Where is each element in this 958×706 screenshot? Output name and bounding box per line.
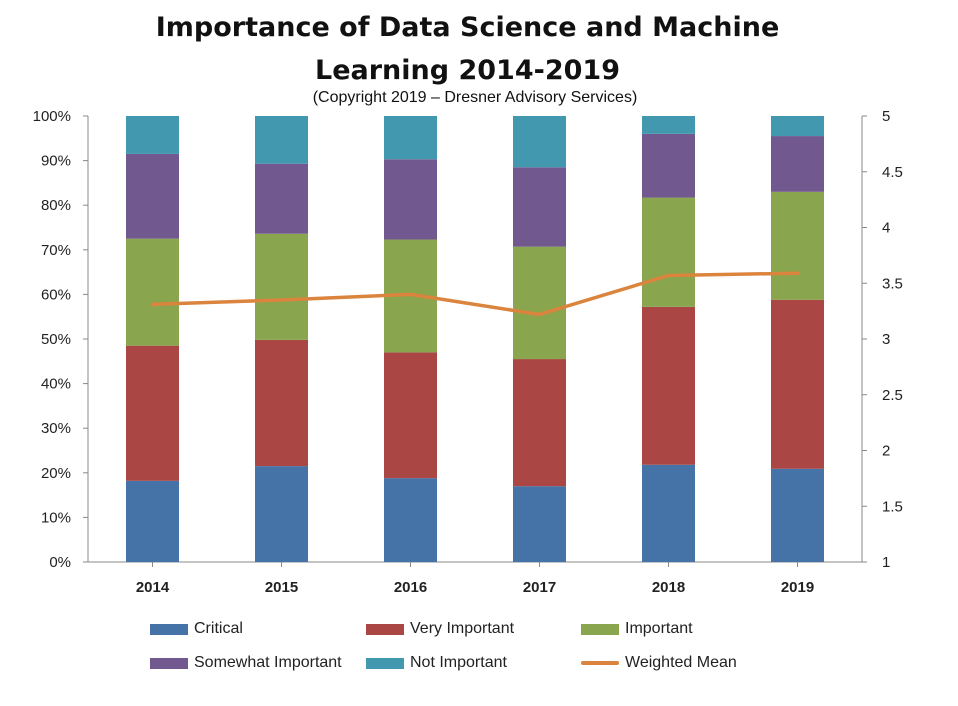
- bar-very-important-2018: [642, 306, 695, 465]
- right-tick-label: 4.5: [882, 164, 903, 181]
- bar-somewhat-important-2015: [255, 163, 308, 234]
- weighted-mean-point: [150, 302, 155, 307]
- bar-important-2017: [513, 246, 566, 360]
- right-tick-label: 3: [882, 331, 890, 348]
- bar-very-important-2017: [513, 359, 566, 487]
- legend-swatch: [150, 657, 188, 669]
- legend-label: Not Important: [410, 654, 507, 671]
- right-tick-label: 1: [882, 554, 890, 571]
- bar-not-important-2014: [126, 116, 179, 154]
- bar-very-important-2016: [384, 352, 437, 479]
- left-tick-label: 80%: [41, 197, 71, 214]
- weighted-mean-line: [150, 271, 800, 317]
- chart-subtitle: (Copyright 2019 – Dresner Advisory Servi…: [312, 89, 638, 106]
- bar-somewhat-important-2019: [771, 136, 824, 192]
- bar-not-important-2018: [642, 116, 695, 134]
- left-tick-label: 10%: [41, 509, 71, 526]
- left-tick-label: 90%: [41, 153, 71, 170]
- legend-item-important: Important: [581, 619, 693, 639]
- weighted-mean-point: [279, 298, 284, 302]
- legend-swatch: [581, 623, 619, 635]
- x-tick-label: 2014: [136, 579, 170, 596]
- bar-critical-2015: [255, 466, 308, 562]
- legend-item-weighted-mean: Weighted Mean: [581, 653, 737, 673]
- bar-critical-2018: [642, 464, 695, 562]
- legend-item-very-important: Very Important: [366, 619, 514, 639]
- weighted-mean-point: [666, 273, 671, 278]
- bar-critical-2017: [513, 486, 566, 562]
- right-tick-label: 3.5: [882, 275, 903, 292]
- x-tick-label: 2015: [265, 579, 298, 596]
- bar-important-2019: [771, 191, 824, 300]
- left-tick-label: 50%: [41, 331, 71, 348]
- bar-very-important-2015: [255, 339, 308, 467]
- left-tick-label: 40%: [41, 376, 71, 393]
- bar-somewhat-important-2016: [384, 159, 437, 240]
- bar-important-2015: [255, 233, 308, 340]
- x-tick-label: 2016: [394, 579, 427, 596]
- bar-very-important-2019: [771, 299, 824, 469]
- bar-critical-2019: [771, 468, 824, 562]
- weighted-mean-point: [537, 312, 542, 317]
- right-tick-label: 5: [882, 108, 890, 125]
- bar-important-2014: [126, 238, 179, 346]
- bar-somewhat-important-2018: [642, 133, 695, 198]
- right-tick-label: 2.5: [882, 387, 903, 404]
- legend-swatch: [581, 661, 619, 665]
- legend-label: Important: [625, 620, 693, 637]
- bar-important-2018: [642, 197, 695, 307]
- bar-somewhat-important-2017: [513, 167, 566, 247]
- bar-somewhat-important-2014: [126, 153, 179, 239]
- legend-item-critical: Critical: [150, 619, 243, 639]
- bar-very-important-2014: [126, 345, 179, 481]
- x-tick-label: 2018: [652, 579, 685, 596]
- x-tick-label: 2017: [523, 579, 556, 596]
- right-tick-label: 1.5: [882, 498, 903, 515]
- bar-not-important-2017: [513, 116, 566, 168]
- legend-label: Weighted Mean: [625, 654, 737, 671]
- chart-title-line-1: Importance of Data Science and Machine: [155, 12, 780, 43]
- left-tick-label: 20%: [41, 465, 71, 482]
- legend-label: Very Important: [410, 620, 515, 637]
- legend-item-not-important: Not Important: [366, 653, 507, 673]
- left-tick-label: 60%: [41, 286, 71, 303]
- left-tick-label: 70%: [41, 242, 71, 259]
- bar-not-important-2019: [771, 116, 824, 137]
- bar-not-important-2016: [384, 116, 437, 160]
- left-tick-label: 0%: [49, 554, 71, 571]
- legend-label: Somewhat Important: [194, 654, 342, 671]
- x-tick-label: 2019: [781, 579, 814, 596]
- legend-swatch: [366, 657, 404, 669]
- bar-not-important-2015: [255, 116, 308, 164]
- left-tick-label: 30%: [41, 420, 71, 437]
- legend-label: Critical: [194, 620, 243, 637]
- bar-critical-2016: [384, 478, 437, 562]
- right-tick-label: 2: [882, 443, 890, 460]
- weighted-mean-point: [795, 271, 800, 276]
- weighted-mean-point: [408, 292, 413, 297]
- legend-swatch: [150, 623, 188, 635]
- right-tick-label: 4: [882, 220, 890, 237]
- left-tick-label: 100%: [33, 108, 71, 125]
- legend-item-somewhat-important: Somewhat Important: [150, 653, 342, 673]
- chart-title-line-2: Learning 2014-2019: [315, 55, 620, 86]
- legend-swatch: [366, 623, 404, 635]
- bar-critical-2014: [126, 480, 179, 562]
